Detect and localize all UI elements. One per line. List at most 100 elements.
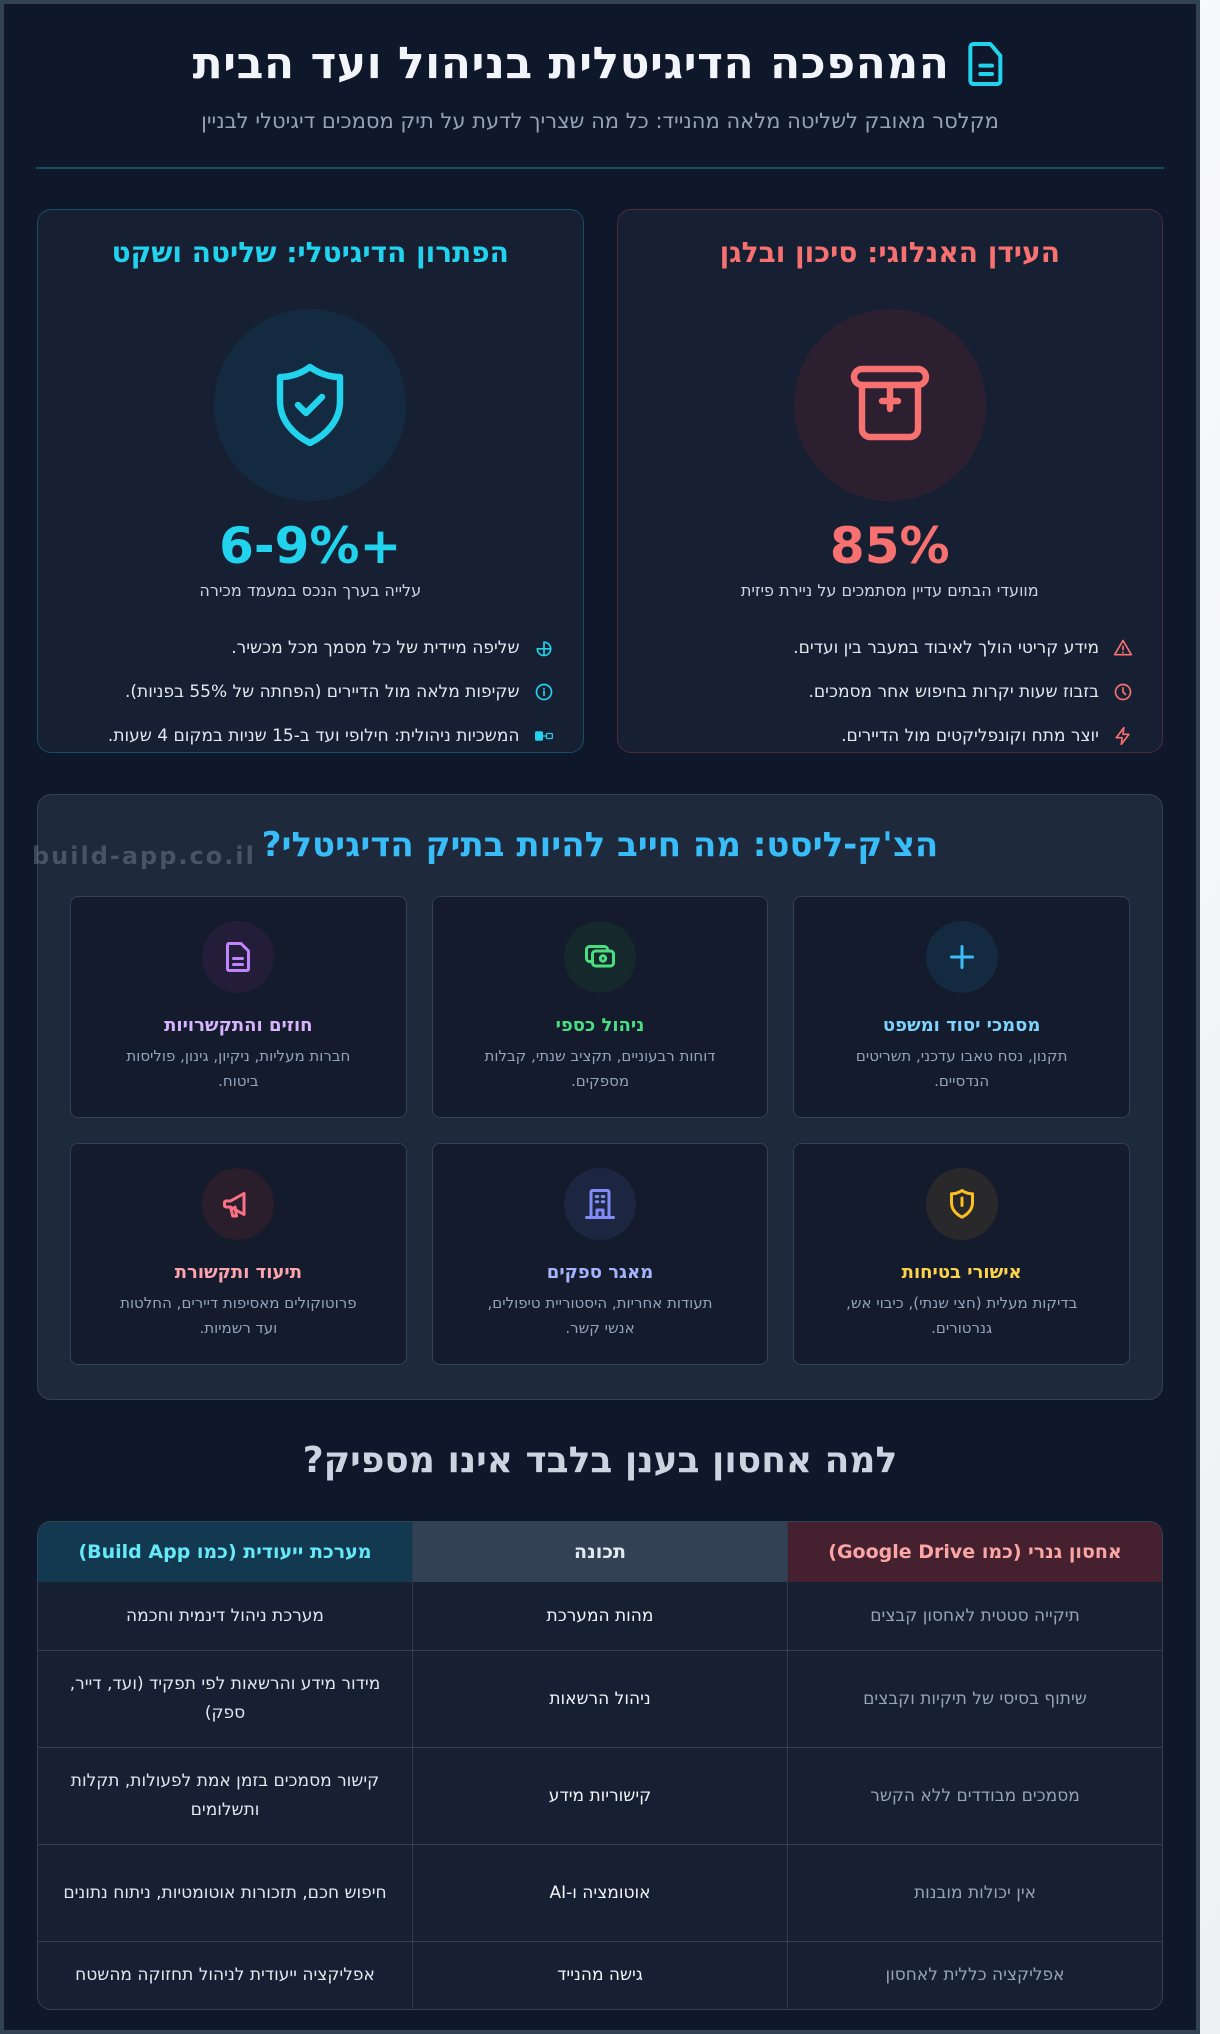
- analog-bullet: בזבוז שעות יקרות בחיפוש אחר מסמכים.: [618, 670, 1134, 714]
- shield-check-icon: [277, 363, 344, 447]
- money-icon: [585, 945, 616, 968]
- digital-bullet-text: שקיפות מלאה מול הדיירים (הפחתה של 55% בפ…: [125, 682, 520, 702]
- digital-stat: 6-9%+: [219, 517, 402, 575]
- header-generic: אחסון גנרי (כמו Google Drive): [787, 1522, 1162, 1582]
- item-icon-circle: [564, 1168, 637, 1240]
- comparison-section: למה אחסון בענן בלבד אינו מספיק? אחסון גנ…: [4, 1440, 1196, 2010]
- digital-bullet: המשכיות ניהולית: חילופי ועד ב-15 שניות ב…: [38, 714, 554, 758]
- item-title: אישורי בטיחות: [901, 1262, 1022, 1283]
- comparison-title: למה אחסון בענן בלבד אינו מספיק?: [302, 1440, 898, 1481]
- checklist-item-contracts: חוזים והתקשרויות חברות מעליות, ניקיון, ג…: [70, 896, 407, 1118]
- analog-stat-label: מוועדי הבתים עדיין מסתמכים על ניירת פיזי…: [740, 581, 1039, 600]
- header-build: מערכת ייעודית (כמו Build App): [38, 1522, 412, 1582]
- digital-bullet: שליפה מיידית של כל מסמך מכל מכשיר.: [38, 626, 554, 670]
- building-icon: [585, 1189, 616, 1219]
- page-title: המהפכה הדיגיטלית בניהול ועד הבית: [192, 38, 950, 89]
- cell-feature: אוטומציה ו-AI: [412, 1845, 787, 1941]
- item-desc: חברות מעליות, ניקיון, גינון, פוליסות ביט…: [126, 1047, 351, 1090]
- analog-card: העידן האנלוגי: סיכון ובלגן 85% מוועדי הב…: [616, 209, 1163, 753]
- checklist-section: הצ'ק-ליסט: מה חייב להיות בתיק הדיגיטלי? …: [32, 794, 1163, 1400]
- cell-build: חיפוש חכם, תזכורות אוטומטיות, ניתוח נתונ…: [63, 1882, 387, 1903]
- page-header: המהפכה הדיגיטלית בניהול ועד הבית מקלסר מ…: [4, 4, 1196, 169]
- analog-bullet-text: יוצר מתח וקונפליקטים מול הדיירים.: [841, 726, 1099, 746]
- item-desc: פרוטוקולים מאסיפות דיירים, החלטות ועד רש…: [120, 1294, 357, 1337]
- cell-feature: ניהול הרשאות: [412, 1651, 787, 1747]
- document-icon: [968, 41, 1003, 86]
- cell-feature: מהות המערכת: [412, 1582, 787, 1650]
- item-desc: תעודות אחריות, היסטוריית טיפולים, אנשי ק…: [487, 1294, 713, 1337]
- cell-generic: תיקייה סטטית לאחסון קבצים: [787, 1582, 1162, 1650]
- cell-feature: קישוריות מידע: [412, 1748, 787, 1844]
- checklist-title: הצ'ק-ליסט: מה חייב להיות בתיק הדיגיטלי?: [261, 825, 939, 865]
- cell-build: אפליקציה ייעודית לניהול תחזוקה מהשטח: [75, 1965, 375, 1985]
- clock-icon: [1114, 683, 1132, 701]
- item-desc: דוחות רבעוניים, תקציב שנתי, קבלות מספקים…: [484, 1047, 716, 1090]
- item-desc: תקנון, נסח טאבו עדכני, תשריטים הנדסיים.: [855, 1047, 1068, 1090]
- item-title: מסמכי יסוד ומשפט: [882, 1015, 1041, 1036]
- analog-bullet: יוצר מתח וקונפליקטים מול הדיירים.: [618, 714, 1134, 758]
- cell-generic: אין יכולות מובנות: [787, 1845, 1162, 1941]
- archive-box-icon: [850, 365, 929, 441]
- comparison-table: אחסון גנרי (כמו Google Drive) תכונה מערכ…: [37, 1521, 1163, 2010]
- analog-card-title: העידן האנלוגי: סיכון ובלגן: [719, 236, 1060, 269]
- digital-stat-label: עלייה בערך הנכס במעמד מכירה: [199, 581, 422, 600]
- globe-icon: [536, 641, 551, 657]
- table-row: אין יכולות מובנות אוטומציה ו-AI חיפוש חכ…: [38, 1844, 1162, 1941]
- table-body: תיקייה סטטית לאחסון קבצים מהות המערכת מע…: [38, 1582, 1162, 2009]
- checklist-item-communication: תיעוד ותקשורת פרוטוקולים מאסיפות דיירים,…: [70, 1143, 407, 1365]
- header-divider: [36, 167, 1164, 169]
- handover-icon: [534, 731, 553, 741]
- cell-generic: אפליקציה כללית לאחסון: [787, 1942, 1162, 2009]
- checklist-grid: מסמכי יסוד ומשפט תקנון, נסח טאבו עדכני, …: [70, 896, 1130, 1365]
- item-icon-circle: [202, 1168, 275, 1240]
- megaphone-icon: [223, 1192, 246, 1218]
- table-row: מסמכים מבודדים ללא הקשר קישוריות מידע קי…: [38, 1747, 1162, 1844]
- digital-bullet-text: המשכיות ניהולית: חילופי ועד ב-15 שניות ב…: [107, 726, 520, 746]
- item-icon-circle: [925, 921, 998, 993]
- cell-build: מערכת ניהול דינמית וחכמה: [126, 1605, 324, 1626]
- analog-bullet-text: מידע קריטי הולך לאיבוד במעבר בין ועדים.: [793, 638, 1099, 658]
- item-title: ניהול כספי: [555, 1015, 645, 1036]
- digital-card-title: הפתרון הדיגיטלי: שליטה ושקט: [111, 236, 509, 269]
- checklist-item-safety: אישורי בטיחות בדיקות מעלית (חצי שנתי), כ…: [793, 1143, 1130, 1365]
- cell-build: קישור מסמכים בזמן אמת לפעולות, תקלות ותש…: [70, 1771, 380, 1820]
- info-icon: [535, 683, 552, 701]
- item-icon-circle: [564, 921, 637, 993]
- warning-triangle-icon: [1113, 639, 1133, 656]
- checklist-item-suppliers: מאגר ספקים תעודות אחריות, היסטוריית טיפו…: [431, 1143, 769, 1365]
- shield-alert-icon: [949, 1189, 974, 1219]
- item-title: חוזים והתקשרויות: [164, 1015, 313, 1036]
- checklist-item-finance: ניהול כספי דוחות רבעוניים, תקציב שנתי, ק…: [431, 896, 769, 1118]
- digital-bullet: שקיפות מלאה מול הדיירים (הפחתה של 55% בפ…: [38, 670, 554, 714]
- checklist-item-legal: מסמכי יסוד ומשפט תקנון, נסח טאבו עדכני, …: [793, 896, 1130, 1118]
- cell-generic: שיתוף בסיסי של תיקיות וקבצים: [787, 1651, 1162, 1747]
- analog-bullet: מידע קריטי הולך לאיבוד במעבר בין ועדים.: [618, 626, 1134, 670]
- item-title: תיעוד ותקשורת: [174, 1262, 302, 1283]
- header-feature: תכונה: [412, 1522, 787, 1582]
- digital-card: הפתרון הדיגיטלי: שליטה ושקט 6-9%+ עלייה …: [37, 209, 584, 753]
- analog-icon-circle: [793, 309, 986, 501]
- cell-feature: גישה מהנייד: [412, 1942, 787, 2009]
- cell-build: מידור מידע והרשאות לפי תפקיד (ועד, דייר,…: [69, 1674, 381, 1723]
- digital-bullet-text: שליפה מיידית של כל מסמך מכל מכשיר.: [231, 638, 520, 658]
- title-row: המהפכה הדיגיטלית בניהול ועד הבית: [4, 38, 1196, 89]
- digital-bullets: שליפה מיידית של כל מסמך מכל מכשיר. שקיפו…: [38, 626, 583, 758]
- file-text-icon: [226, 942, 251, 972]
- item-icon-circle: [202, 921, 275, 993]
- hero-section: העידן האנלוגי: סיכון ובלגן 85% מוועדי הב…: [37, 209, 1163, 753]
- analog-stat: 85%: [829, 517, 950, 575]
- lightning-icon: [1115, 726, 1130, 746]
- item-title: מאגר ספקים: [546, 1262, 654, 1283]
- item-icon-circle: [925, 1168, 998, 1240]
- analog-bullet-text: בזבוז שעות יקרות בחיפוש אחר מסמכים.: [808, 682, 1099, 702]
- digital-icon-circle: [214, 309, 407, 501]
- analog-bullets: מידע קריטי הולך לאיבוד במעבר בין ועדים. …: [618, 626, 1163, 758]
- plus-icon: [949, 945, 974, 969]
- cell-generic: מסמכים מבודדים ללא הקשר: [787, 1748, 1162, 1844]
- watermark: build-app.co.il: [32, 842, 256, 870]
- page-subtitle: מקלסר מאובק לשליטה מלאה מהנייד: כל מה שצ…: [201, 109, 999, 133]
- table-row: תיקייה סטטית לאחסון קבצים מהות המערכת מע…: [38, 1582, 1162, 1650]
- table-row: שיתוף בסיסי של תיקיות וקבצים ניהול הרשאו…: [38, 1650, 1162, 1747]
- table-header-row: אחסון גנרי (כמו Google Drive) תכונה מערכ…: [38, 1522, 1162, 1582]
